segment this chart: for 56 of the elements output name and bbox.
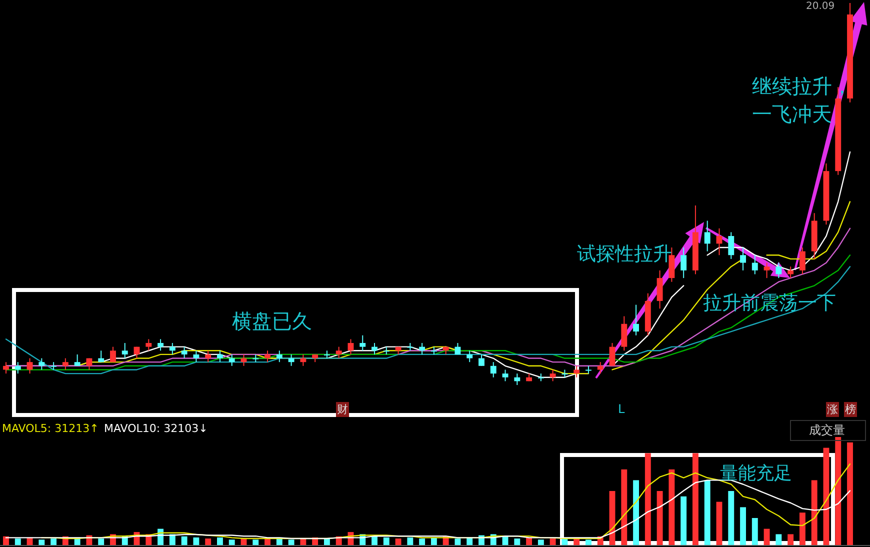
bar (764, 528, 770, 545)
bar (50, 538, 57, 545)
bar (740, 507, 746, 545)
bar (300, 538, 306, 545)
bar (847, 442, 853, 545)
bar (538, 540, 544, 545)
bar (562, 538, 568, 545)
bar (633, 480, 639, 545)
bar (324, 538, 330, 545)
bar (264, 538, 270, 545)
bar (811, 480, 818, 545)
bar (704, 480, 710, 545)
bar (383, 537, 390, 545)
bar (752, 518, 758, 545)
annotation: 20.09 (806, 1, 835, 12)
text: 榜 (844, 402, 857, 417)
annotation: 横盘已久 (232, 308, 312, 335)
bar (217, 537, 223, 545)
bar (372, 536, 378, 545)
bar (680, 496, 687, 545)
bar (621, 469, 628, 545)
bar (692, 453, 698, 545)
text: L (618, 402, 625, 416)
bar (799, 512, 806, 545)
bar (514, 538, 520, 545)
text: 涨 (826, 402, 839, 417)
bar (716, 502, 722, 545)
bar (788, 534, 794, 545)
bar (205, 538, 212, 545)
bar (14, 538, 21, 545)
bar (395, 538, 402, 545)
text: MAVOL5: 31213↑ (2, 422, 99, 435)
bar (586, 540, 592, 545)
bar (98, 538, 104, 545)
bar (668, 469, 675, 545)
annotation: 继续拉升，一飞冲天 (752, 73, 853, 128)
bar (228, 540, 235, 545)
bar (835, 437, 842, 545)
bar (644, 453, 651, 545)
bar (193, 537, 200, 545)
bar (728, 491, 734, 545)
bar (3, 536, 9, 545)
bar (550, 538, 556, 545)
bar (419, 538, 426, 545)
bar (288, 540, 294, 545)
annotation: 量能充足 (720, 462, 792, 485)
bar (38, 540, 45, 545)
text: 成交量 (790, 420, 866, 441)
bar (252, 540, 259, 545)
bar (776, 534, 782, 545)
bar (407, 537, 414, 545)
bar (181, 536, 188, 545)
text: MAVOL10: 32103↓ (104, 422, 208, 435)
bar (454, 538, 461, 545)
text: 财 (336, 402, 349, 417)
bar (656, 491, 663, 545)
